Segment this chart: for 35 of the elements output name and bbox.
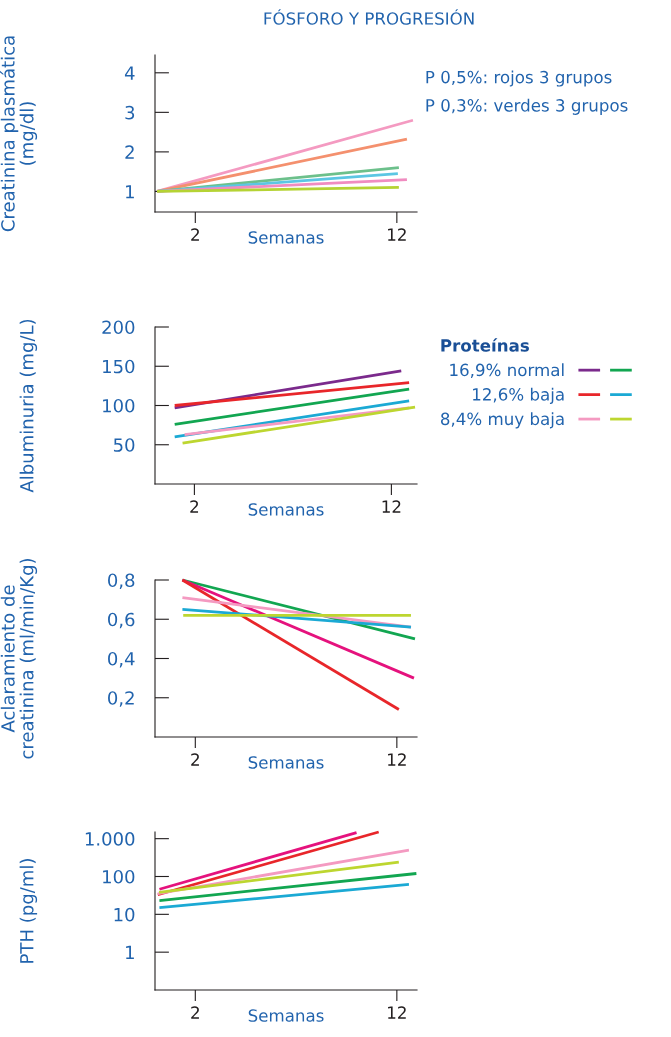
y-tick-label: 10 — [114, 907, 135, 922]
x-tick-label: 12 — [382, 500, 401, 513]
y-tick-label: 0,6 — [108, 612, 135, 629]
x-axis-title: Semanas — [248, 231, 324, 244]
x-tick-label: 12 — [388, 753, 406, 766]
y-tick-label: 1 — [126, 945, 134, 960]
legend-label: 12,6% baja — [473, 387, 564, 404]
y-tick-label: 200 — [102, 320, 135, 335]
y-tick-label: 1.000 — [85, 832, 135, 846]
y-tick-label: 50 — [113, 438, 135, 452]
y-tick-label: 100 — [103, 398, 135, 413]
legend-label: 16,9% normal — [450, 363, 564, 378]
legend-title: Proteínas — [441, 338, 529, 352]
y-tick-label: 0,2 — [108, 691, 134, 707]
y-axis-title: PTH (pg/ml) — [19, 859, 38, 963]
text: P 0,3%: verdes 3 grupos — [426, 98, 628, 115]
y-tick-label: 150 — [103, 359, 135, 374]
x-axis-title: Semanas — [248, 756, 324, 769]
text: P 0,5%: rojos 3 grupos — [426, 70, 612, 87]
y-tick-label: 2 — [125, 145, 134, 159]
y-tick-label: 3 — [125, 105, 135, 120]
y-tick-label: 1 — [126, 185, 134, 199]
x-axis-title: Semanas — [248, 503, 324, 516]
x-tick-label: 12 — [388, 1006, 406, 1019]
chart-title: FÓSFORO Y PROGRESIÓN — [264, 9, 474, 25]
x-axis-title: Semanas — [248, 1009, 324, 1022]
y-tick-label: 4 — [124, 66, 135, 80]
y-tick-label: 0,4 — [108, 651, 135, 668]
y-tick-label: 100 — [103, 869, 135, 884]
y-axis-title: Creatinina plasmática (mg/dl) — [0, 36, 38, 232]
y-axis-title: Albuminuria (mg/L) — [19, 319, 38, 493]
x-tick-label: 12 — [388, 228, 406, 241]
legend-label: 8,4% muy baja — [440, 412, 564, 429]
y-axis-title: Aclaramiento de creatinina (ml/min/Kg) — [0, 558, 38, 759]
y-tick-label: 0,8 — [108, 573, 135, 589]
